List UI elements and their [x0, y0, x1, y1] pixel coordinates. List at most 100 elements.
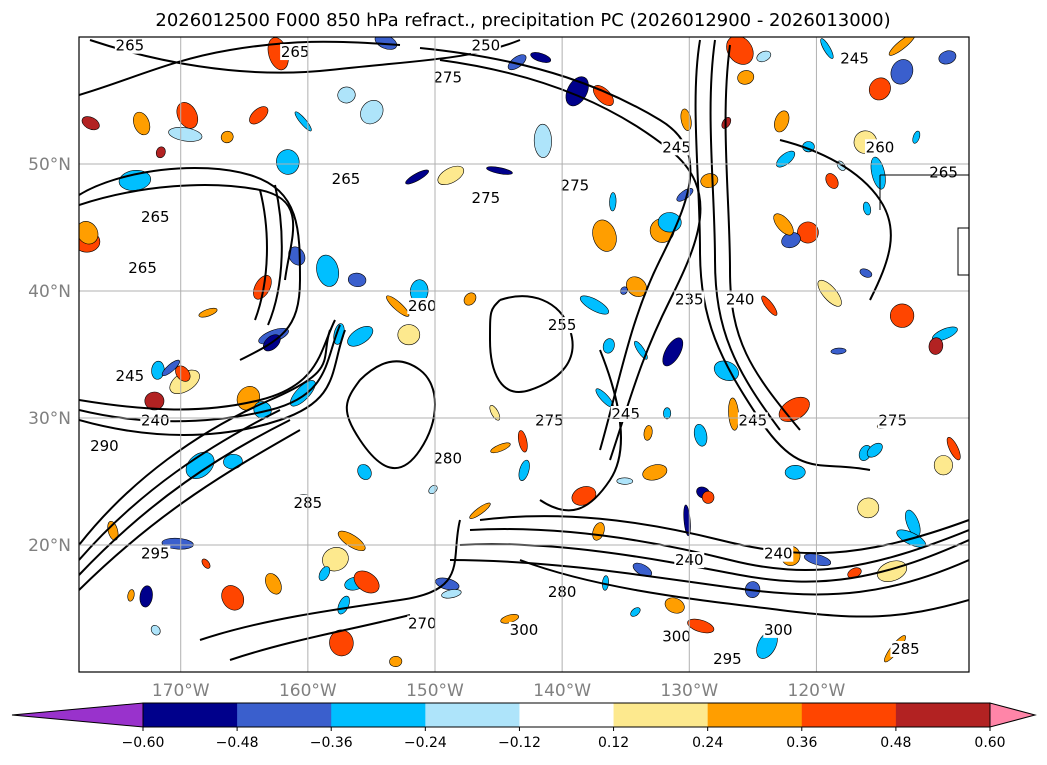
contour-label: 270: [408, 615, 437, 633]
contour-label-bg: [331, 171, 361, 188]
precip-anomaly-patch: [490, 442, 511, 454]
contour-label: 275: [472, 189, 501, 207]
precip-anomaly-patch: [133, 111, 151, 136]
x-tick-label: 130°W: [660, 681, 718, 701]
contour-label-bg: [89, 437, 120, 454]
contour-label-bg: [432, 450, 463, 467]
x-tick-label: 150°W: [406, 681, 464, 701]
chart-title: 2026012500 F000 850 hPa refract., precip…: [155, 10, 890, 31]
precip-anomaly-patch: [616, 477, 634, 485]
precip-anomaly-patch: [592, 219, 617, 252]
contour-label: 245: [840, 49, 869, 67]
precip-anomaly-patch: [825, 173, 839, 189]
precip-anomaly-patch: [318, 566, 331, 581]
contour-line: [79, 429, 301, 591]
precip-anomaly-patch: [397, 324, 421, 346]
colorbar-swatch: [331, 703, 426, 727]
precip-anomaly-patch: [249, 106, 269, 125]
precip-anomaly-patch: [276, 149, 300, 175]
contour-label: 275: [878, 411, 907, 429]
refractivity-contours: [79, 39, 969, 661]
contour-label-bg: [661, 628, 692, 645]
precip-anomaly-patch: [437, 165, 465, 185]
precip-anomaly-patch: [602, 338, 615, 354]
precip-anomaly-patch: [337, 530, 366, 552]
contour-line: [79, 324, 341, 423]
contour-line: [709, 39, 781, 431]
contour-label-bg: [877, 412, 908, 429]
precip-anomaly-patch: [609, 192, 617, 212]
contour-label: 280: [433, 449, 462, 467]
precip-anomaly-patch: [683, 504, 691, 537]
colorbar-frame: [142, 702, 991, 728]
precip-anomaly-patch: [868, 77, 891, 101]
contour-line: [439, 59, 702, 461]
contour-label: 285: [891, 640, 920, 658]
contour-label-bg: [534, 412, 565, 429]
contour-label-bg: [407, 615, 438, 632]
contour-label-bg: [432, 69, 463, 86]
precip-anomaly-patch: [201, 558, 211, 569]
contour-line: [345, 360, 436, 470]
contour-label: 260: [408, 297, 437, 315]
colorbar-label: −0.60: [122, 735, 165, 751]
contour-line: [79, 40, 401, 96]
precip-anomaly-patch: [680, 108, 692, 131]
precip-anomaly-patch: [862, 201, 872, 216]
precip-anomaly-patch: [756, 50, 772, 63]
precip-anomaly-patch: [530, 52, 552, 63]
x-tick-labels: 170°W 160°W 150°W 140°W 130°W 120°W: [152, 681, 846, 701]
contour-line: [479, 515, 969, 555]
precip-anomaly-patch: [870, 156, 886, 190]
contour-line: [79, 409, 281, 561]
contour-line: [519, 559, 969, 618]
contour-label: 265: [929, 164, 958, 182]
contour-label: 245: [116, 367, 145, 385]
contour-label: 250: [472, 37, 501, 55]
precip-anomaly-patch: [175, 365, 191, 382]
precip-anomaly-patch: [329, 629, 354, 657]
colorbar-label: 0.12: [598, 735, 629, 751]
contour-label: 275: [535, 411, 564, 429]
contour-label: 265: [281, 43, 310, 61]
x-tick-label: 170°W: [152, 681, 210, 701]
precip-anomaly-patch: [161, 359, 180, 377]
contour-label: 300: [510, 621, 539, 639]
contour-label: 240: [726, 291, 755, 309]
precip-anomaly-layer: [79, 37, 961, 668]
precip-anomaly-patch: [663, 407, 672, 420]
contour-label: 265: [332, 170, 361, 188]
precip-anomaly-patch: [664, 597, 685, 614]
x-tick-label: 120°W: [788, 681, 846, 701]
contour-label-bg: [661, 139, 692, 156]
y-tick-labels: 50°N 40°N 30°N 20°N: [28, 155, 71, 556]
x-tick-label: 140°W: [533, 681, 591, 701]
precip-anomaly-patch: [817, 279, 842, 307]
contour-label: 240: [141, 411, 170, 429]
contour-labels-layer: 265 250 275 265 245 265 275 275 265 265 260 265 245 2…: [89, 37, 959, 668]
precip-anomaly-patch: [316, 254, 340, 287]
contour-label-bg: [280, 44, 311, 61]
precip-anomaly-patch: [726, 37, 754, 65]
precip-anomaly-patch: [888, 37, 916, 56]
precip-anomaly-patch: [776, 150, 796, 168]
contour-line: [79, 329, 346, 436]
precip-anomaly-patch: [662, 337, 684, 367]
precip-anomaly-patch: [938, 50, 957, 65]
precip-anomaly-patch: [386, 295, 410, 317]
contour-label-bg: [470, 37, 501, 54]
contour-line: [79, 319, 336, 411]
precip-anomaly-patch: [139, 585, 153, 608]
precip-anomaly-patch: [322, 547, 349, 572]
colorbar-swatch: [237, 703, 332, 727]
y-tick-label: 30°N: [28, 409, 71, 429]
contour-label-bg: [114, 37, 145, 54]
contour-label: 245: [739, 411, 768, 429]
contour-label: 295: [713, 650, 742, 668]
colorbar-swatch: [425, 703, 520, 727]
contour-label-bg: [114, 367, 145, 384]
contour-label-bg: [763, 621, 794, 638]
precip-anomaly-patch: [265, 573, 282, 595]
precip-anomaly-patch: [294, 111, 312, 132]
